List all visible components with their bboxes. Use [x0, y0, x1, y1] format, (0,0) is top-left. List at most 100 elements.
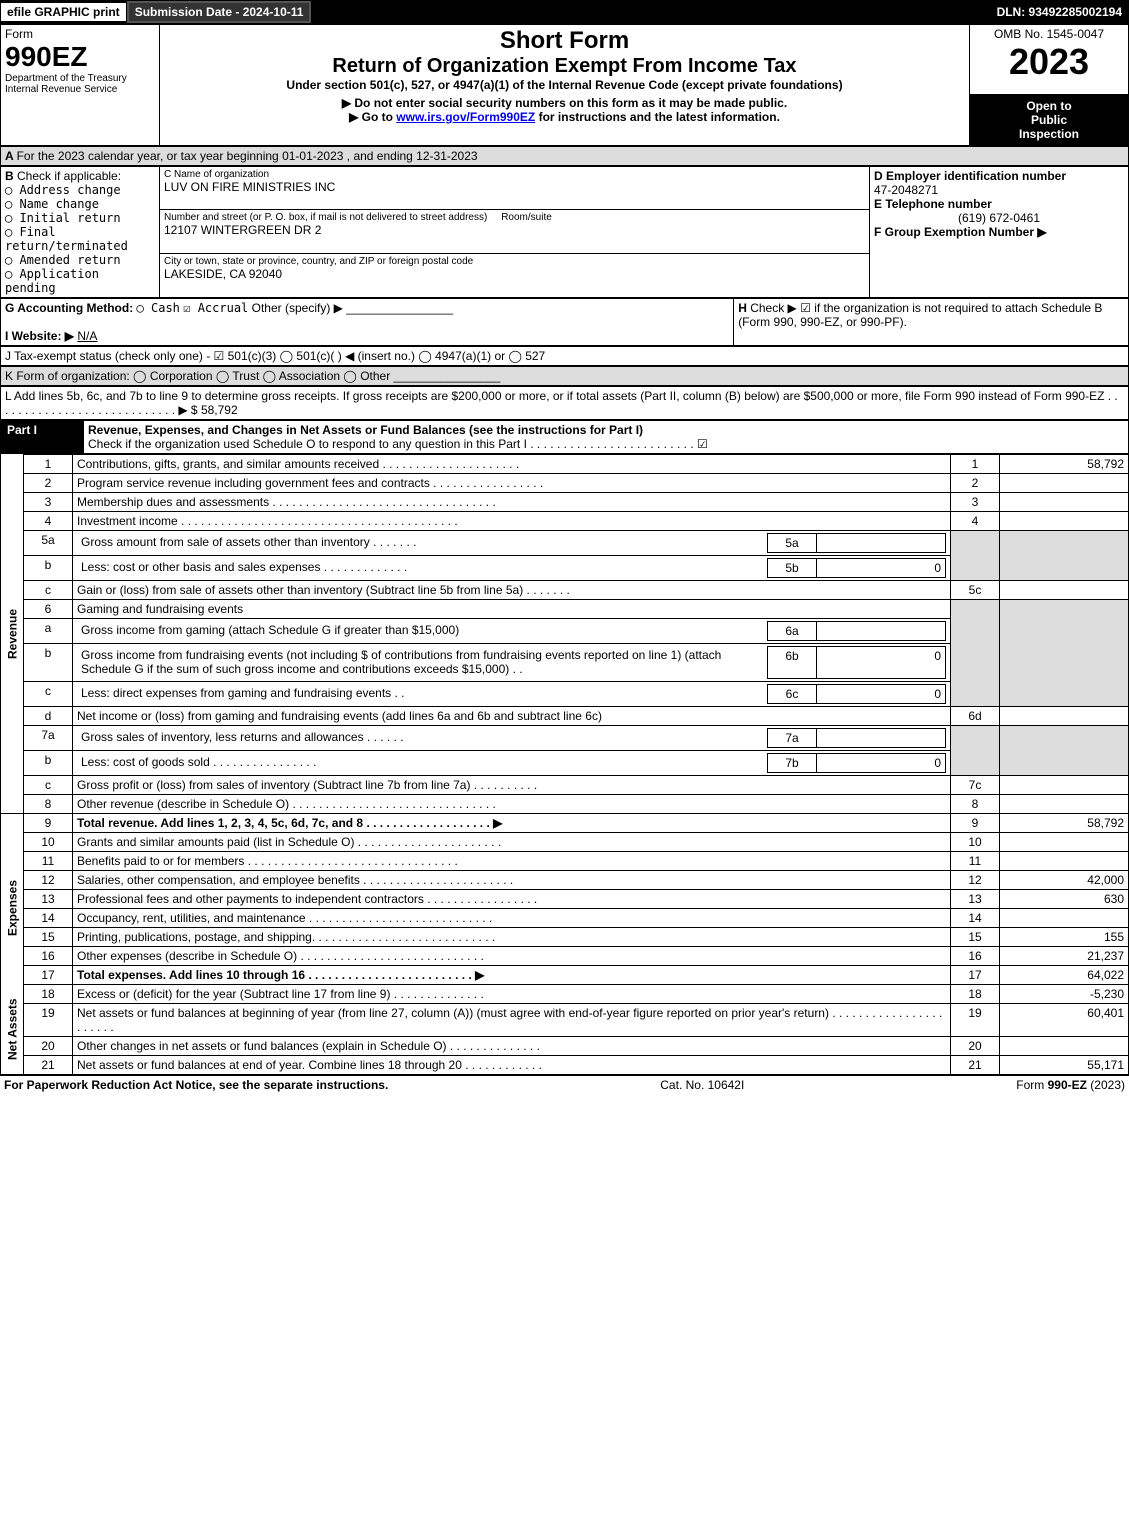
line-1-label: Contributions, gifts, grants, and simila… — [73, 454, 951, 473]
line-7c-box: 7c — [951, 775, 1000, 794]
line-4-box: 4 — [951, 511, 1000, 530]
section-j-text[interactable]: J Tax-exempt status (check only one) - ☑… — [5, 349, 545, 363]
line-20-value — [1000, 1036, 1129, 1055]
line-11-value — [1000, 851, 1129, 870]
check-final-return[interactable]: ◯ Final return/terminated — [5, 225, 155, 253]
footer-left: For Paperwork Reduction Act Notice, see … — [4, 1078, 388, 1092]
part-1-label: Part I — [1, 420, 84, 453]
tax-year: 2023 — [974, 41, 1124, 83]
line-3-value — [1000, 492, 1129, 511]
open-to-public-3: Inspection — [974, 127, 1124, 141]
section-f-label: F Group Exemption Number ▶ — [874, 225, 1047, 239]
omb-number: OMB No. 1545-0047 — [974, 27, 1124, 41]
line-4-num: 4 — [24, 511, 73, 530]
open-to-public-1: Open to — [974, 99, 1124, 113]
accounting-cash[interactable]: ◯ Cash — [137, 301, 180, 315]
line-6b-num: b — [24, 643, 73, 681]
line-16-value: 21,237 — [1000, 946, 1129, 965]
section-l-text: L Add lines 5b, 6c, and 7b to line 9 to … — [5, 389, 1118, 417]
efile-print-label[interactable]: efile GRAPHIC print — [1, 3, 127, 21]
section-l: L Add lines 5b, 6c, and 7b to line 9 to … — [0, 386, 1129, 420]
line-11-label: Benefits paid to or for members . . . . … — [73, 851, 951, 870]
line-12-box: 12 — [951, 870, 1000, 889]
line-7a-label: Gross sales of inventory, less returns a… — [73, 725, 951, 750]
line-2-value — [1000, 473, 1129, 492]
dln-number: DLN: 93492285002194 — [991, 3, 1128, 21]
line-6d-num: d — [24, 706, 73, 725]
irs-label: Internal Revenue Service — [5, 84, 155, 95]
line-7c-num: c — [24, 775, 73, 794]
line-4-value — [1000, 511, 1129, 530]
check-application-pending[interactable]: ◯ Application pending — [5, 267, 155, 295]
revenue-vertical-label: Revenue — [1, 454, 24, 813]
section-g-label: G Accounting Method: — [5, 301, 133, 315]
page-footer: For Paperwork Reduction Act Notice, see … — [0, 1075, 1129, 1094]
line-14-value — [1000, 908, 1129, 927]
line-13-label: Professional fees and other payments to … — [73, 889, 951, 908]
line-9-value: 58,792 — [1000, 813, 1129, 832]
line-13-value: 630 — [1000, 889, 1129, 908]
line-11-num: 11 — [24, 851, 73, 870]
sections-g-h: G Accounting Method: ◯ Cash ☑ Accrual Ot… — [0, 298, 1129, 346]
line-17-label: Total expenses. Add lines 10 through 16 … — [77, 968, 484, 982]
line-14-num: 14 — [24, 908, 73, 927]
line-21-value: 55,171 — [1000, 1055, 1129, 1074]
ein-value: 47-2048271 — [874, 183, 1124, 197]
line-5c-label: Gain or (loss) from sale of assets other… — [73, 580, 951, 599]
line-6d-value — [1000, 706, 1129, 725]
open-to-public-2: Public — [974, 113, 1124, 127]
line-9-label: Total revenue. Add lines 1, 2, 3, 4, 5c,… — [77, 816, 502, 830]
line-5b-num: b — [24, 555, 73, 580]
line-19-box: 19 — [951, 1003, 1000, 1036]
subtitle: Under section 501(c), 527, or 4947(a)(1)… — [164, 78, 965, 92]
line-7b-label: Less: cost of goods sold . . . . . . . .… — [73, 750, 951, 775]
section-k: K Form of organization: ◯ Corporation ◯ … — [0, 366, 1129, 386]
line-6-num: 6 — [24, 599, 73, 618]
website-value: N/A — [77, 329, 97, 343]
city-value: LAKESIDE, CA 92040 — [164, 267, 865, 281]
line-8-box: 8 — [951, 794, 1000, 813]
section-j: J Tax-exempt status (check only one) - ☑… — [0, 346, 1129, 366]
section-k-text[interactable]: K Form of organization: ◯ Corporation ◯ … — [5, 369, 390, 383]
line-6c-label: Less: direct expenses from gaming and fu… — [73, 681, 951, 706]
line-2-num: 2 — [24, 473, 73, 492]
main-title: Return of Organization Exempt From Incom… — [164, 55, 965, 78]
line-16-box: 16 — [951, 946, 1000, 965]
top-bar: efile GRAPHIC print Submission Date - 20… — [0, 0, 1129, 24]
footer-center: Cat. No. 10642I — [660, 1078, 744, 1092]
line-16-num: 16 — [24, 946, 73, 965]
section-a: A For the 2023 calendar year, or tax yea… — [0, 146, 1129, 166]
section-h-text: Check ▶ ☑ if the organization is not req… — [738, 301, 1102, 329]
line-8-value — [1000, 794, 1129, 813]
check-initial-return[interactable]: ◯ Initial return — [5, 211, 155, 225]
accounting-other[interactable]: Other (specify) ▶ — [252, 301, 343, 315]
part-1-header: Part I Revenue, Expenses, and Changes in… — [0, 420, 1129, 454]
line-3-label: Membership dues and assessments . . . . … — [73, 492, 951, 511]
check-name-change[interactable]: ◯ Name change — [5, 197, 155, 211]
telephone-value: (619) 672-0461 — [874, 211, 1124, 225]
city-label: City or town, state or province, country… — [164, 256, 865, 267]
line-5c-box: 5c — [951, 580, 1000, 599]
line-13-box: 13 — [951, 889, 1000, 908]
line-17-box: 17 — [951, 965, 1000, 984]
instructions-link[interactable]: ▶ Go to www.irs.gov/Form990EZ for instru… — [164, 110, 965, 124]
line-17-num: 17 — [24, 965, 73, 984]
form-header: Form 990EZ Department of the Treasury In… — [0, 24, 1129, 146]
line-15-num: 15 — [24, 927, 73, 946]
line-6b-label: Gross income from fundraising events (no… — [73, 643, 951, 681]
check-amended-return[interactable]: ◯ Amended return — [5, 253, 155, 267]
check-address-change[interactable]: ◯ Address change — [5, 183, 155, 197]
line-10-box: 10 — [951, 832, 1000, 851]
netassets-vertical-label: Net Assets — [1, 984, 24, 1074]
section-a-text: For the 2023 calendar year, or tax year … — [17, 149, 478, 163]
accounting-accrual[interactable]: ☑ Accrual — [183, 301, 248, 315]
line-5a-num: 5a — [24, 530, 73, 555]
line-10-value — [1000, 832, 1129, 851]
line-12-label: Salaries, other compensation, and employ… — [73, 870, 951, 889]
submission-date: Submission Date - 2024-10-11 — [127, 1, 312, 23]
line-5b-label: Less: cost or other basis and sales expe… — [73, 555, 951, 580]
part-1-check-note: Check if the organization used Schedule … — [88, 437, 708, 451]
line-18-label: Excess or (deficit) for the year (Subtra… — [73, 984, 951, 1003]
line-18-value: -5,230 — [1000, 984, 1129, 1003]
line-6a-label: Gross income from gaming (attach Schedul… — [73, 618, 951, 643]
